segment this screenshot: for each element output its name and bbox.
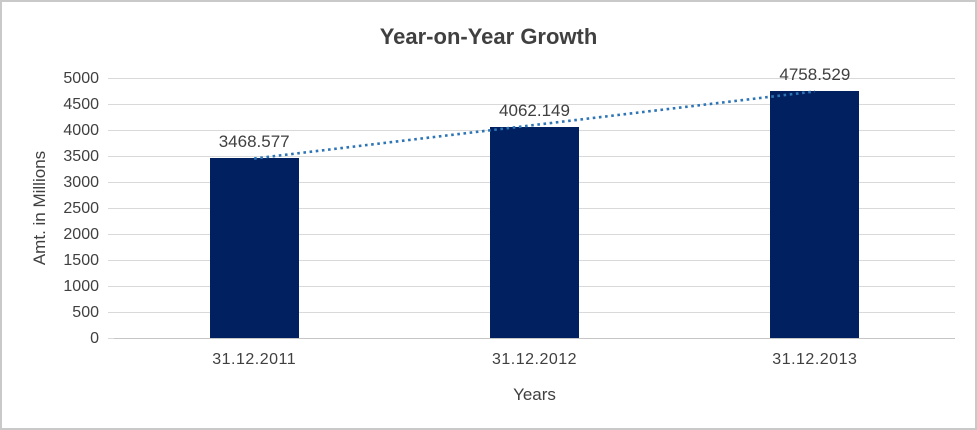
y-axis-tick-mark	[108, 104, 114, 105]
y-axis-tick-mark	[108, 234, 114, 235]
y-tick-label: 1000	[63, 277, 99, 295]
x-tick-label: 31.12.2013	[772, 351, 858, 368]
y-axis-tick-mark	[108, 312, 114, 313]
y-axis-tick-mark	[108, 156, 114, 157]
y-tick-label: 4000	[63, 121, 99, 139]
plot-area: 3468.577 4062.149 4758.529	[114, 65, 955, 339]
gridline	[114, 338, 955, 339]
chart-title: Year-on-Year Growth	[379, 24, 598, 49]
y-axis-tick-mark	[108, 78, 114, 79]
y-axis-tick-mark	[108, 182, 114, 183]
y-axis-tick-mark	[108, 338, 114, 339]
bar-31.12.2011	[209, 157, 299, 338]
y-tick-label: 2000	[63, 225, 99, 243]
trendline	[254, 90, 815, 160]
y-tick-label: 3500	[63, 147, 99, 165]
y-tick-label: 5000	[63, 69, 99, 87]
y-axis-tick-mark	[108, 208, 114, 209]
y-tick-label: 3000	[63, 173, 99, 191]
y-axis-tick-mark	[108, 260, 114, 261]
y-tick-label: 500	[72, 303, 99, 321]
gridline	[114, 104, 955, 105]
bar-data-label: 3468.577	[218, 131, 290, 151]
bar-data-label: 4062.149	[499, 100, 570, 120]
y-tick-label: 4500	[63, 95, 99, 113]
x-tick-label: 31.12.2011	[212, 351, 297, 368]
x-axis-title: Years	[513, 385, 556, 404]
y-axis-tick-mark	[108, 286, 114, 287]
y-axis-tick-mark	[108, 130, 114, 131]
x-tick-label: 31.12.2012	[491, 351, 578, 368]
bar-31.12.2012	[490, 126, 579, 338]
bar-31.12.2013	[770, 90, 860, 338]
y-tick-label: 2500	[63, 199, 99, 217]
y-tick-label: 1500	[63, 251, 99, 269]
gridline	[114, 78, 955, 79]
y-tick-label: 0	[90, 329, 99, 347]
trendline-layer	[254, 90, 815, 160]
bar-data-label: 4758.529	[779, 64, 851, 84]
